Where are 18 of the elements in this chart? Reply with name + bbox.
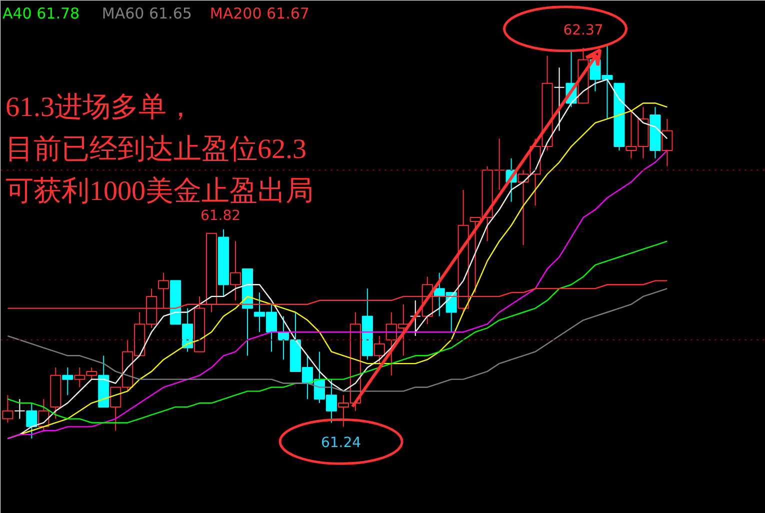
annotation: 62.37	[563, 22, 604, 38]
candlestick	[14, 398, 26, 420]
annotation: 61.24	[320, 435, 362, 452]
candlestick	[218, 228, 230, 297]
text: MA60 61.65	[102, 4, 192, 22]
candlestick	[494, 138, 505, 190]
text: MA200 61.67	[210, 4, 310, 22]
candlestick	[62, 366, 74, 396]
text: A40 61.78	[2, 4, 80, 22]
candlestick	[230, 240, 242, 301]
annotation: 目前已经到达止盈位62.3	[6, 134, 306, 165]
candlestick	[650, 106, 661, 159]
candlestick	[662, 118, 673, 167]
annotation: 可获利1000美金止盈出局	[6, 176, 314, 207]
candlestick	[410, 300, 421, 336]
candlestick	[50, 366, 62, 420]
annotation: 61.3进场多单，	[6, 92, 194, 123]
annotation: 61.82	[200, 208, 241, 224]
